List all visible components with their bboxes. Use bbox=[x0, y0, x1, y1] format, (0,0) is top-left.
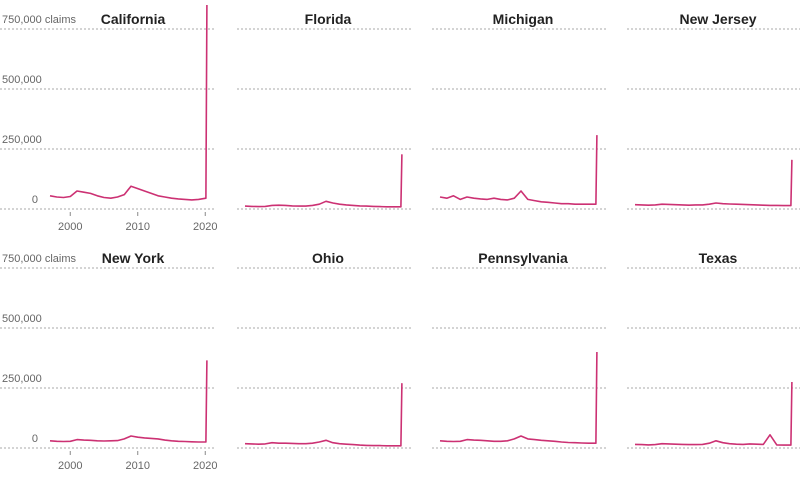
series-line bbox=[244, 154, 403, 208]
series-line bbox=[634, 159, 793, 207]
panel-title: Michigan bbox=[493, 11, 554, 27]
panel-title: Ohio bbox=[312, 250, 344, 266]
y-tick-label: 500,000 bbox=[2, 74, 42, 86]
y-tick-label: 0 bbox=[32, 194, 38, 206]
x-tick-label: 2000 bbox=[58, 221, 82, 233]
series-line bbox=[244, 383, 403, 447]
y-tick-label: 250,000 bbox=[2, 373, 42, 385]
panel-title: Texas bbox=[699, 250, 738, 266]
x-tick-label: 2010 bbox=[126, 221, 150, 233]
y-tick-label: 500,000 bbox=[2, 313, 42, 325]
x-tick-label: 2020 bbox=[193, 460, 217, 472]
series-line bbox=[49, 4, 208, 201]
series-line bbox=[634, 381, 793, 446]
panel-title: Pennsylvania bbox=[478, 250, 568, 266]
y-tick-label: 250,000 bbox=[2, 134, 42, 146]
y-tick-label: 750,000 claims bbox=[2, 14, 76, 26]
y-tick-label: 0 bbox=[32, 433, 38, 445]
panel-title: Florida bbox=[305, 11, 352, 27]
x-tick-label: 2010 bbox=[126, 460, 150, 472]
series-line bbox=[439, 351, 598, 444]
panel-title: New York bbox=[102, 250, 165, 266]
series-line bbox=[439, 135, 598, 205]
panel-title: California bbox=[101, 11, 166, 27]
x-tick-label: 2020 bbox=[193, 221, 217, 233]
panel-title: New Jersey bbox=[679, 11, 756, 27]
x-tick-label: 2000 bbox=[58, 460, 82, 472]
series-line bbox=[49, 360, 208, 443]
y-tick-label: 750,000 claims bbox=[2, 253, 76, 265]
